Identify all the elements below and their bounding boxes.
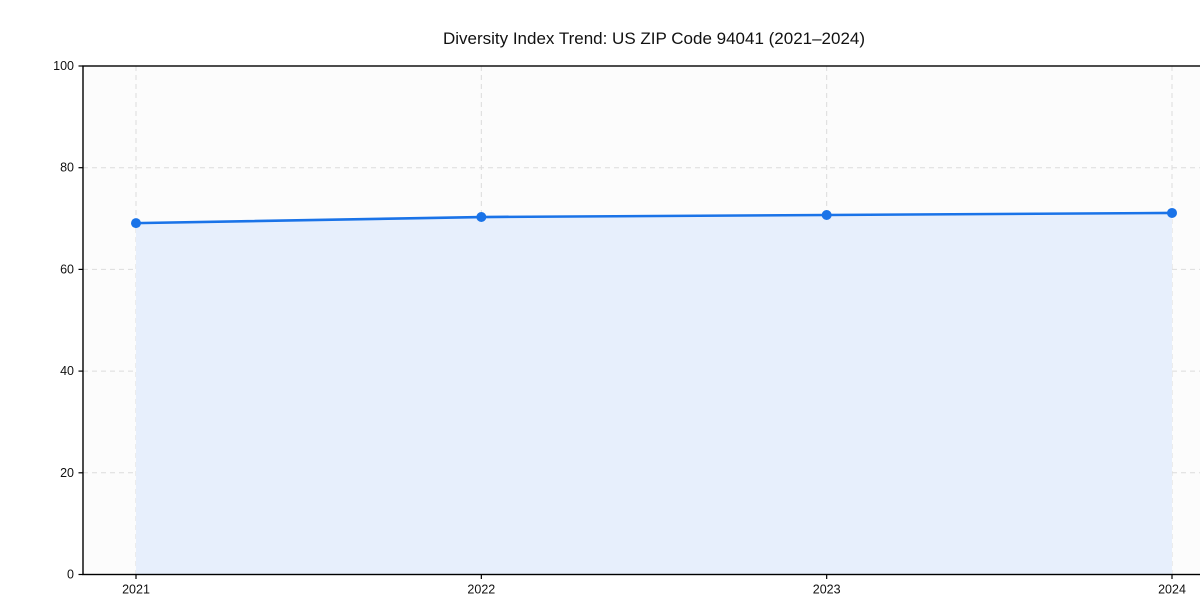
diversity-index-trend-chart: Diversity Index Trend: US ZIP Code 94041… — [40, 16, 1200, 616]
y-tick-label: 80 — [60, 161, 74, 175]
chart-title: Diversity Index Trend: US ZIP Code 94041… — [442, 29, 866, 48]
x-tick-label: 2023 — [813, 583, 841, 597]
plot-border — [82, 65, 1200, 576]
data-point-2023 — [821, 209, 832, 220]
trend-line — [134, 211, 1174, 225]
y-tick-label: 60 — [60, 262, 74, 276]
area-fill — [136, 212, 1172, 575]
data-point-2024 — [1167, 207, 1177, 218]
data-point-2021 — [131, 218, 141, 229]
y-tick-label: 100 — [53, 59, 74, 73]
data-point-2022 — [476, 212, 487, 223]
y-tick-label: 40 — [60, 364, 74, 378]
x-tick-label: 2024 — [1158, 583, 1186, 597]
x-tick-label: 2022 — [467, 583, 495, 597]
y-tick-label: 0 — [67, 568, 74, 582]
plot-area: 0 20 40 60 80 100 2021 2022 2023 2024 — [53, 59, 1200, 597]
y-tick-label: 20 — [60, 466, 74, 480]
x-tick-label: 2021 — [122, 583, 150, 597]
